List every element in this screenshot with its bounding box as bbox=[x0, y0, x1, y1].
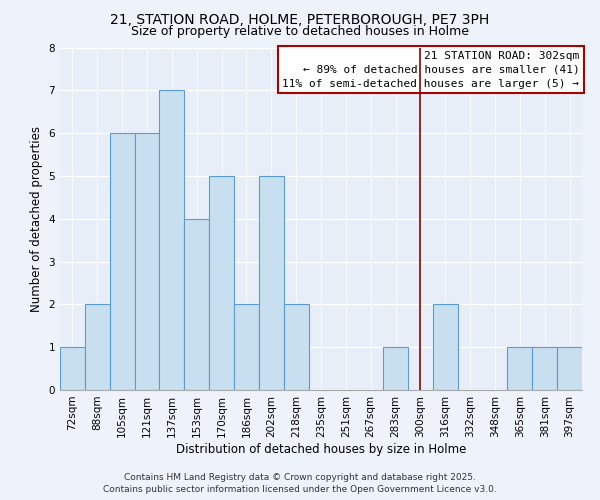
Bar bbox=[557, 347, 582, 390]
Bar bbox=[85, 304, 110, 390]
Bar bbox=[383, 347, 408, 390]
Bar bbox=[60, 347, 85, 390]
Text: 21 STATION ROAD: 302sqm
← 89% of detached houses are smaller (41)
11% of semi-de: 21 STATION ROAD: 302sqm ← 89% of detache… bbox=[283, 51, 580, 89]
Text: Size of property relative to detached houses in Holme: Size of property relative to detached ho… bbox=[131, 25, 469, 38]
Bar bbox=[160, 90, 184, 390]
Bar bbox=[234, 304, 259, 390]
X-axis label: Distribution of detached houses by size in Holme: Distribution of detached houses by size … bbox=[176, 442, 466, 456]
Bar bbox=[209, 176, 234, 390]
Bar bbox=[259, 176, 284, 390]
Bar bbox=[284, 304, 308, 390]
Bar bbox=[184, 219, 209, 390]
Bar bbox=[110, 133, 134, 390]
Bar bbox=[433, 304, 458, 390]
Bar bbox=[134, 133, 160, 390]
Bar bbox=[532, 347, 557, 390]
Y-axis label: Number of detached properties: Number of detached properties bbox=[30, 126, 43, 312]
Bar bbox=[508, 347, 532, 390]
Text: Contains HM Land Registry data © Crown copyright and database right 2025.
Contai: Contains HM Land Registry data © Crown c… bbox=[103, 472, 497, 494]
Text: 21, STATION ROAD, HOLME, PETERBOROUGH, PE7 3PH: 21, STATION ROAD, HOLME, PETERBOROUGH, P… bbox=[110, 12, 490, 26]
